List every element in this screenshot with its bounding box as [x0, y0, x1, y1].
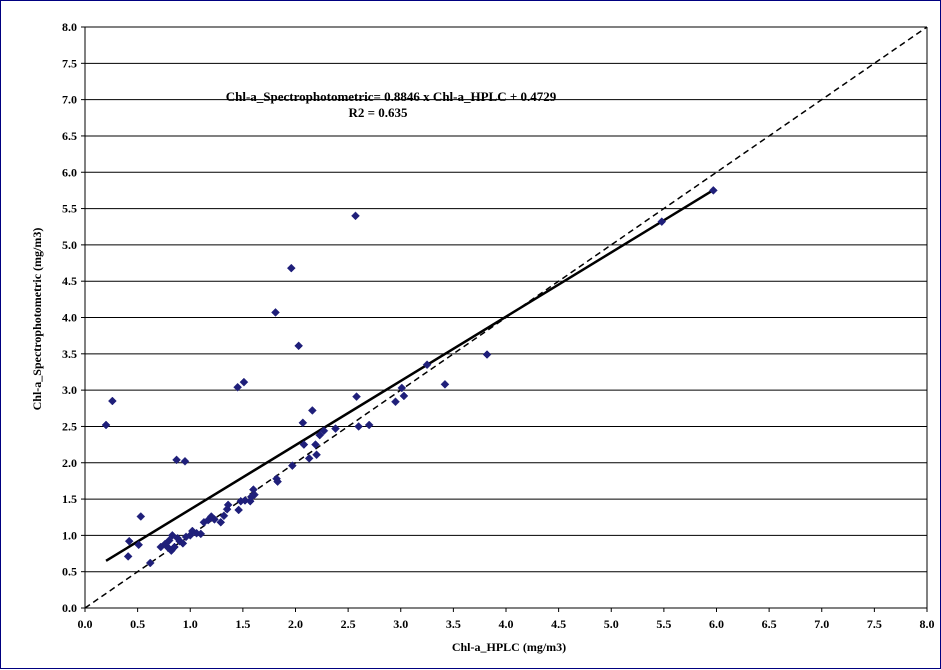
y-tick-label: 7.0	[62, 93, 77, 107]
data-point	[172, 455, 181, 465]
data-point	[319, 426, 329, 436]
x-tick-label: 7.0	[814, 617, 829, 631]
data-point	[298, 418, 308, 428]
x-tick-label: 1.5	[235, 617, 250, 631]
data-point	[101, 420, 111, 430]
x-tick-label: 0.5	[130, 617, 145, 631]
y-tick-label: 8.0	[62, 20, 77, 34]
regression-equation: Chl-a_Spectrophotometric= 0.8846 x Chl-a…	[226, 89, 557, 104]
x-tick-label: 0.0	[78, 617, 93, 631]
y-tick-label: 5.0	[62, 238, 77, 252]
y-tick-label: 6.0	[62, 165, 77, 179]
data-point	[136, 512, 146, 521]
data-point	[294, 341, 304, 351]
y-tick-label: 7.5	[62, 56, 77, 70]
y-tick-label: 1.5	[62, 492, 77, 506]
data-point	[233, 382, 242, 392]
data-point	[331, 424, 340, 433]
data-point	[216, 517, 226, 527]
y-tick-label: 3.5	[62, 347, 77, 361]
data-point	[124, 536, 134, 546]
x-tick-label: 3.5	[446, 617, 461, 631]
data-point	[482, 350, 492, 359]
data-point	[440, 379, 450, 389]
data-point	[307, 406, 317, 415]
x-tick-label: 2.5	[341, 617, 356, 631]
data-points	[101, 186, 718, 568]
data-point	[287, 461, 297, 471]
data-point	[397, 383, 407, 393]
x-tick-label: 1.0	[183, 617, 198, 631]
x-tick-label: 8.0	[920, 617, 935, 631]
data-point	[399, 391, 409, 401]
data-point	[708, 186, 718, 195]
x-tick-label: 6.0	[709, 617, 724, 631]
data-point	[223, 500, 233, 510]
y-tick-label: 6.5	[62, 129, 77, 143]
r-squared-label: R2 = 0.635	[348, 105, 408, 120]
data-point	[178, 539, 188, 548]
x-axis-ticks: 0.0 0.5 1.0 1.5 2.0 2.5 3.0 3.5 4.0 4.5 5.0 5.5 6.0 6…	[78, 608, 935, 631]
y-tick-label: 0.5	[62, 565, 77, 579]
data-point	[315, 430, 325, 440]
gridlines	[85, 26, 927, 573]
data-point	[422, 360, 432, 370]
x-tick-label: 2.0	[288, 617, 303, 631]
data-point	[180, 456, 190, 466]
data-point	[108, 396, 117, 406]
data-point	[657, 217, 667, 226]
data-point	[271, 308, 280, 317]
y-tick-label: 0.0	[62, 601, 77, 615]
x-tick-label: 7.5	[867, 617, 882, 631]
x-tick-label: 6.5	[762, 617, 777, 631]
regression-trendline	[105, 189, 714, 562]
data-point	[299, 440, 309, 449]
data-point	[196, 529, 206, 539]
x-tick-label: 3.0	[393, 617, 408, 631]
data-point	[273, 477, 282, 486]
y-axis-title: Chl-a_Spectrophotometric (mg/m3)	[30, 228, 44, 411]
data-point	[391, 397, 400, 407]
data-point	[240, 496, 250, 505]
data-point	[250, 490, 259, 500]
data-point	[351, 211, 360, 221]
data-point	[134, 540, 144, 550]
data-point	[170, 542, 179, 552]
data-point	[352, 392, 361, 402]
x-tick-label: 4.5	[551, 617, 566, 631]
y-tick-label: 2.5	[62, 419, 77, 433]
x-axis-title: Chl-a_HPLC (mg/m3)	[452, 640, 566, 654]
data-point	[219, 511, 229, 521]
data-point	[364, 420, 374, 430]
data-point	[239, 377, 249, 387]
data-point	[311, 440, 320, 449]
x-tick-label: 5.0	[604, 617, 619, 631]
y-axis-ticks: 0.0 0.5 1.0 1.5 2.0 2.5 3.0 3.5 4.0 4.5 5.0 5.5 6.0 6…	[62, 20, 85, 615]
data-point	[123, 552, 133, 561]
x-tick-label: 5.5	[656, 617, 671, 631]
data-point	[210, 515, 219, 524]
data-point	[234, 505, 244, 515]
data-point	[286, 263, 296, 273]
data-point	[304, 454, 314, 463]
y-tick-label: 1.0	[62, 528, 77, 542]
y-tick-label: 3.0	[62, 383, 77, 397]
data-point	[354, 422, 364, 431]
y-tick-label: 5.5	[62, 202, 77, 216]
y-tick-label: 2.0	[62, 456, 77, 470]
data-point	[145, 558, 155, 568]
y-tick-label: 4.5	[62, 274, 77, 288]
x-tick-label: 4.0	[499, 617, 514, 631]
y-tick-label: 4.0	[62, 311, 77, 325]
data-point	[312, 450, 321, 460]
